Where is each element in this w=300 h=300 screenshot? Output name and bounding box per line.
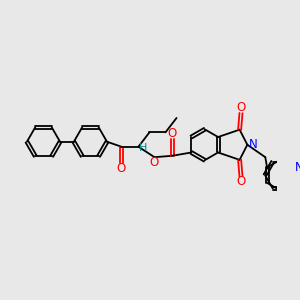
Text: H: H (139, 143, 147, 153)
Text: O: O (167, 128, 177, 140)
Text: O: O (150, 156, 159, 169)
Text: O: O (117, 162, 126, 175)
Text: O: O (236, 101, 246, 114)
Text: O: O (236, 176, 246, 188)
Text: N: N (248, 138, 257, 151)
Text: N: N (295, 160, 300, 174)
